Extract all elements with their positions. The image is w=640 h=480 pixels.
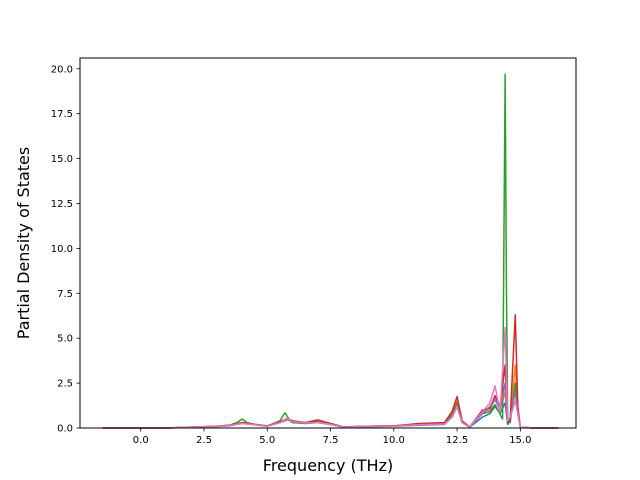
- y-tick-label: 10.0: [51, 244, 73, 255]
- x-tick-label: 7.5: [323, 435, 339, 446]
- y-tick-label: 12.5: [51, 199, 73, 210]
- x-tick-label: 12.5: [446, 435, 468, 446]
- y-tick-label: 2.5: [57, 379, 73, 390]
- series-layer: [102, 73, 559, 429]
- x-tick-label: 0.0: [133, 435, 149, 446]
- x-axis-label: Frequency (THz): [263, 456, 393, 475]
- plot-frame: [79, 57, 577, 429]
- y-tick-label: 17.5: [51, 109, 73, 120]
- y-tick-label: 15.0: [51, 154, 73, 165]
- x-axis: 0.0 2.5 5.0 7.5 10.0 12.5 15.0: [133, 428, 531, 446]
- y-tick-label: 7.5: [57, 289, 73, 300]
- y-axis-label: Partial Density of States: [14, 147, 33, 339]
- x-tick-label: 10.0: [383, 435, 405, 446]
- x-tick-label: 2.5: [196, 435, 212, 446]
- x-tick-label: 15.0: [509, 435, 531, 446]
- x-tick-label: 5.0: [259, 435, 275, 446]
- y-tick-label: 20.0: [51, 64, 73, 75]
- series-line-6: [102, 326, 559, 429]
- y-tick-label: 0.0: [57, 424, 73, 435]
- y-tick-label: 5.0: [57, 334, 73, 345]
- y-axis: 0.0 2.5 5.0 7.5 10.0 12.5 15.0 17.5 20.0: [51, 64, 80, 435]
- series-line-4: [102, 314, 559, 429]
